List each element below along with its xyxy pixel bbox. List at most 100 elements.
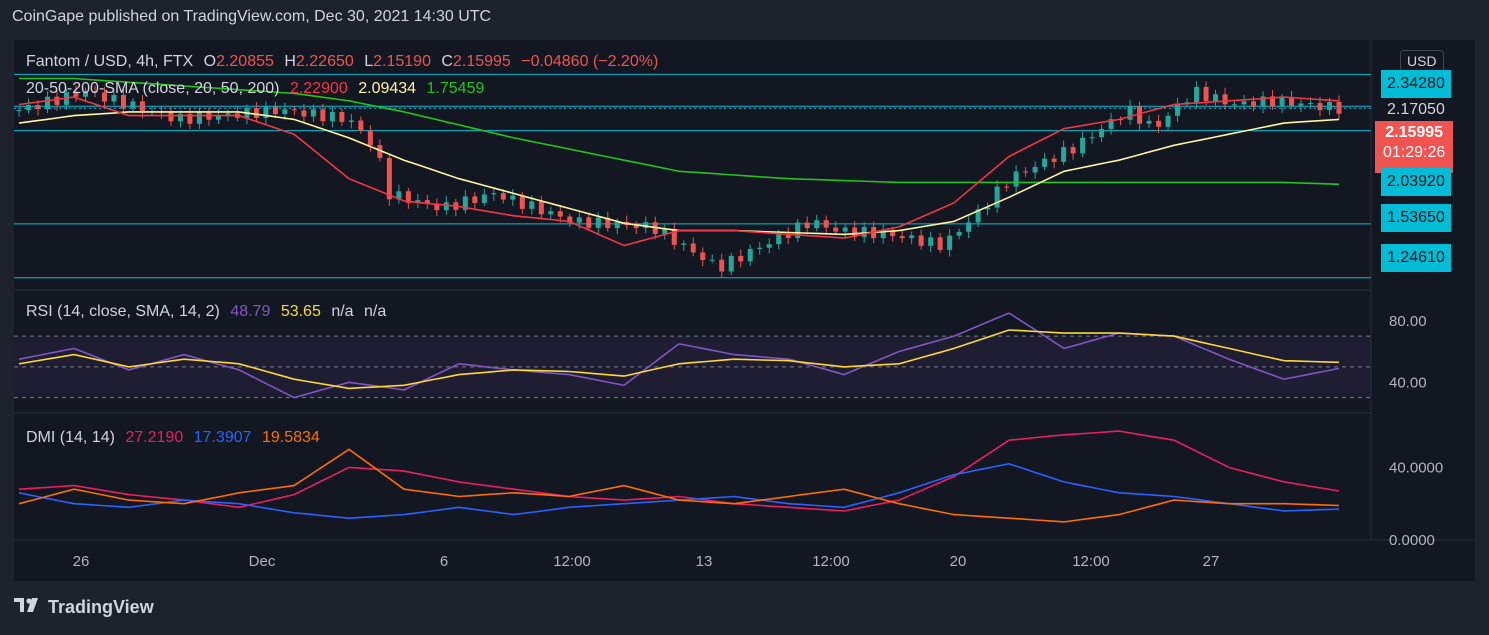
tradingview-logo[interactable]: TradingView [14, 596, 154, 619]
adx-value: 27.2190 [125, 429, 184, 446]
dmi-axis-tick: 0.0000 [1389, 532, 1435, 549]
candle-body [35, 105, 41, 110]
candle-body [1156, 120, 1162, 127]
candle-body [16, 110, 22, 112]
sma-label[interactable]: 20-50-200-SMA (close, 20, 50, 200) [26, 80, 280, 97]
currency-button[interactable]: USD [1400, 50, 1444, 72]
candle-body [1080, 137, 1086, 154]
candle-body [1194, 87, 1200, 103]
time-axis-tick: 27 [1203, 553, 1220, 570]
candle-body [491, 193, 497, 195]
candle-body [785, 233, 791, 239]
time-axis-tick: Dec [249, 553, 276, 570]
candle-body [1270, 96, 1276, 107]
candle-body [386, 157, 392, 200]
rsi-axis-tick: 40.00 [1389, 374, 1427, 391]
candle-body [538, 201, 544, 215]
candle-body [738, 255, 744, 262]
candle-body [766, 244, 772, 248]
candle-body [510, 195, 516, 200]
minus-di-value: 19.5834 [261, 429, 320, 446]
publisher-header: CoinGape published on TradingView.com, D… [12, 8, 492, 25]
sma20-value: 2.22900 [289, 80, 348, 97]
sma-legend: 20-50-200-SMA (close, 20, 50, 200) 2.229… [26, 80, 490, 98]
rsi-na-2: n/a [364, 303, 387, 320]
candle-body [415, 200, 421, 203]
candle-body [1308, 103, 1314, 105]
candle-body [595, 217, 601, 228]
rsi-value: 48.79 [230, 303, 271, 320]
candle-body [1061, 147, 1067, 162]
candle-body [842, 227, 848, 232]
candle-body [757, 247, 763, 249]
current-price-value: 2.15995 [1385, 124, 1444, 141]
rsi-legend: RSI (14, close, SMA, 14, 2) 48.79 53.65 … [26, 303, 392, 321]
candle-body [719, 259, 725, 272]
candle-body [44, 96, 50, 110]
minus-di-line [18, 448, 1340, 523]
candle-body [519, 195, 525, 209]
time-axis-tick: 26 [73, 553, 90, 570]
candle-body [348, 120, 354, 122]
candle-body [614, 222, 620, 229]
symbol-title[interactable]: Fantom / USD, 4h, FTX [26, 53, 194, 70]
candle-body [776, 233, 782, 245]
candle-body [54, 96, 60, 105]
rsi-na-1: n/a [331, 303, 354, 320]
candle-body [529, 201, 535, 209]
candle-body [215, 114, 221, 120]
candle-body [1070, 147, 1076, 154]
candle-body [890, 230, 896, 237]
candle-body [1127, 106, 1133, 120]
ohlc-low: L2.15190 [364, 53, 431, 70]
price-level-tag-2: 2.17050 [1387, 101, 1445, 118]
sma200-line [19, 77, 1340, 186]
ohlc-open: O2.20855 [203, 53, 274, 70]
candle-body [814, 220, 820, 229]
candle-body [795, 222, 801, 239]
candle-body [1013, 171, 1019, 187]
candle-body [1251, 101, 1257, 107]
candle-body [1051, 158, 1057, 162]
candle-body [101, 92, 107, 102]
adx-line [18, 430, 1340, 512]
candle-body [320, 109, 326, 122]
candle-body [576, 217, 582, 223]
rsi-label[interactable]: RSI (14, close, SMA, 14, 2) [26, 303, 220, 320]
candle-body [605, 217, 611, 229]
candle-body [994, 186, 1000, 208]
candle-body [82, 91, 88, 97]
candle-body [662, 228, 668, 234]
ohlc-change: −0.04860 (−2.20%) [521, 53, 659, 70]
candle-body [1099, 128, 1105, 138]
candle-body [111, 94, 117, 102]
candle-body [92, 91, 98, 93]
candle-body [291, 109, 297, 111]
dmi-axis-tick: 40.0000 [1389, 459, 1443, 476]
rsi-sma-value: 53.65 [280, 303, 321, 320]
chart-area[interactable]: 80.00 40.00 40.0000 0.0000 26 Dec 6 12:00 13 12:0… [14, 40, 1475, 581]
candle-body [377, 145, 383, 158]
candle-body [225, 113, 231, 115]
candle-body [358, 120, 364, 131]
candle-body [1089, 137, 1095, 139]
bar-countdown: 01:29:26 [1383, 144, 1446, 161]
sma50-value: 2.09434 [358, 80, 417, 97]
tv-brand-text: TradingView [48, 597, 154, 617]
candle-body [1222, 94, 1228, 105]
candle-body [1327, 101, 1333, 111]
candle-body [481, 194, 487, 203]
chart-canvas[interactable]: 80.00 40.00 40.0000 0.0000 26 Dec 6 12:00 13 12:0… [14, 40, 1475, 581]
candle-body [396, 191, 402, 200]
candle-body [548, 211, 554, 215]
candle-body [1289, 97, 1295, 106]
current-price-tag: 2.15995 01:29:26 [1375, 121, 1454, 173]
candle-body [690, 243, 696, 253]
candle-body [120, 94, 126, 109]
time-axis-tick: 13 [696, 553, 713, 570]
candle-body [168, 112, 174, 122]
dmi-label[interactable]: DMI (14, 14) [26, 429, 115, 446]
candle-body [301, 110, 307, 117]
candle-body [472, 196, 478, 203]
candle-body [899, 236, 905, 239]
